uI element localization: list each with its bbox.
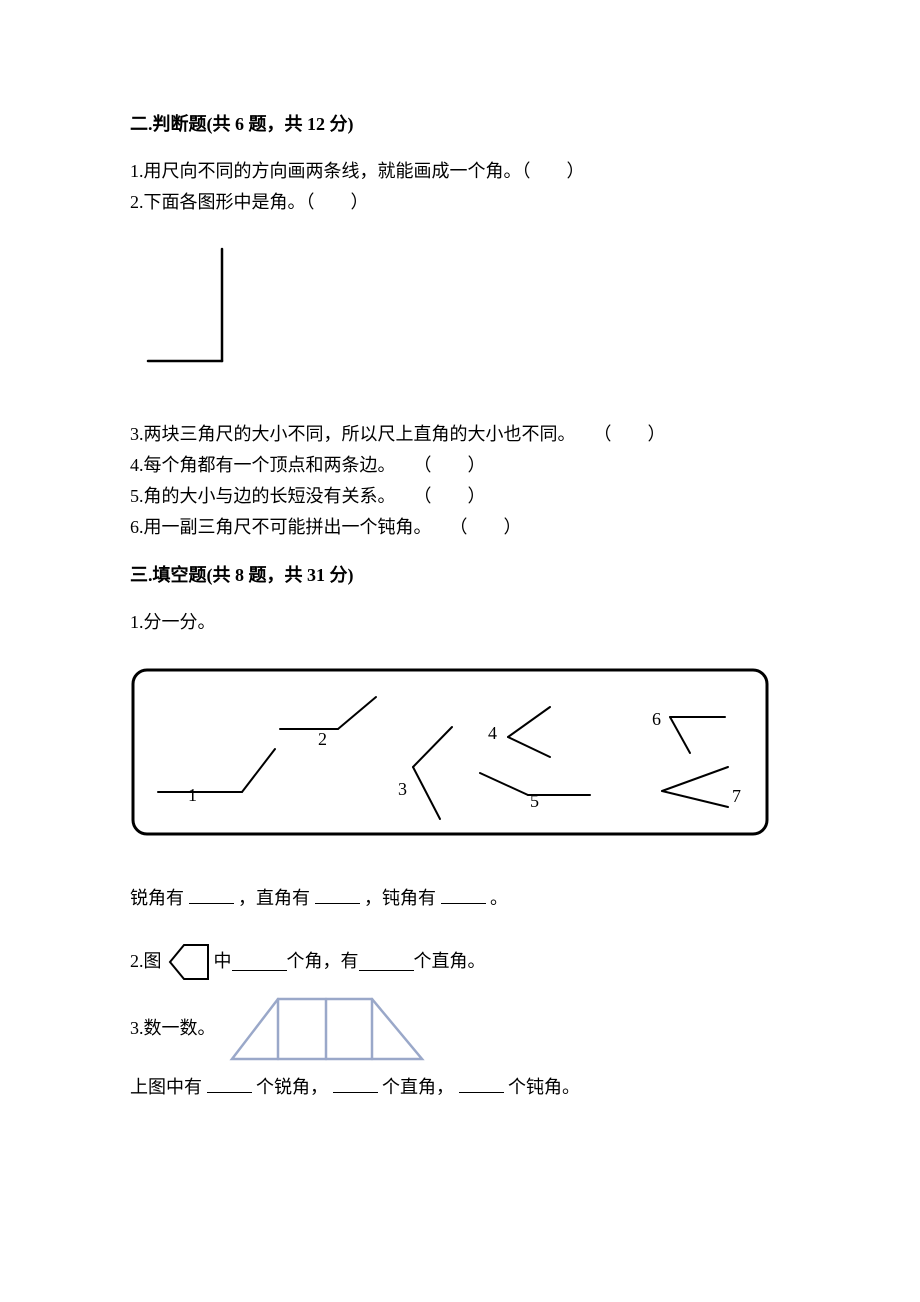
svg-text:1: 1 [188, 785, 197, 805]
section-2-header: 二.判断题(共 6 题，共 12 分) [130, 110, 790, 139]
text: ，直角有 [238, 888, 310, 908]
s3-q1: 1.分一分。 [130, 608, 790, 637]
s2-q3: 3.两块三角尺的大小不同，所以尺上直角的大小也不同。 （ ） [130, 420, 790, 449]
text: 中 [214, 947, 232, 976]
blank-acute-2[interactable] [207, 1075, 252, 1093]
svg-text:3: 3 [398, 779, 407, 799]
text: ，钝角有 [364, 888, 436, 908]
section-3-header: 三.填空题(共 8 题，共 31 分) [130, 561, 790, 590]
blank-obtuse-2[interactable] [459, 1075, 504, 1093]
svg-text:2: 2 [318, 729, 327, 749]
s2-q2: 2.下面各图形中是角。（ ） [130, 188, 790, 217]
trapezoid-figure [222, 993, 432, 1063]
s2-q4: 4.每个角都有一个顶点和两条边。 （ ） [130, 451, 790, 480]
text: 个锐角， [256, 1077, 328, 1097]
text: 个钝角。 [508, 1077, 580, 1097]
s3-q1-answer: 锐角有 ，直角有 ，钝角有 。 [130, 884, 790, 913]
blank-right-angles[interactable] [359, 953, 414, 971]
svg-text:5: 5 [530, 791, 539, 811]
right-angle-figure [130, 241, 240, 371]
pentagon-figure [164, 941, 212, 983]
text: 个直角， [382, 1077, 454, 1097]
text: 个角，有 [287, 947, 359, 976]
blank-right[interactable] [315, 886, 360, 904]
text: 3.数一数。 [130, 1014, 216, 1043]
blank-obtuse[interactable] [441, 886, 486, 904]
text: 个直角。 [414, 947, 486, 976]
text: 2.图 [130, 947, 162, 976]
angle-classification-box: 1 2 3 4 5 6 7 [130, 667, 790, 846]
s3-q3-answer: 上图中有 个锐角， 个直角， 个钝角。 [130, 1073, 790, 1102]
s2-q5: 5.角的大小与边的长短没有关系。 （ ） [130, 482, 790, 511]
s3-q2: 2.图 中 个角，有 个直角。 [130, 941, 790, 983]
s2-q2-figure [130, 241, 790, 380]
blank-angles[interactable] [232, 953, 287, 971]
s3-q3: 3.数一数。 [130, 993, 790, 1063]
angle-classification-svg: 1 2 3 4 5 6 7 [130, 667, 770, 837]
text: 上图中有 [130, 1077, 202, 1097]
text: 。 [490, 888, 508, 908]
svg-text:6: 6 [652, 709, 661, 729]
svg-text:7: 7 [732, 786, 741, 806]
blank-acute[interactable] [189, 886, 234, 904]
svg-text:4: 4 [488, 723, 497, 743]
s2-q6: 6.用一副三角尺不可能拼出一个钝角。 （ ） [130, 513, 790, 542]
blank-right-2[interactable] [333, 1075, 378, 1093]
s2-q1: 1.用尺向不同的方向画两条线，就能画成一个角。（ ） [130, 157, 790, 186]
text: 锐角有 [130, 888, 184, 908]
